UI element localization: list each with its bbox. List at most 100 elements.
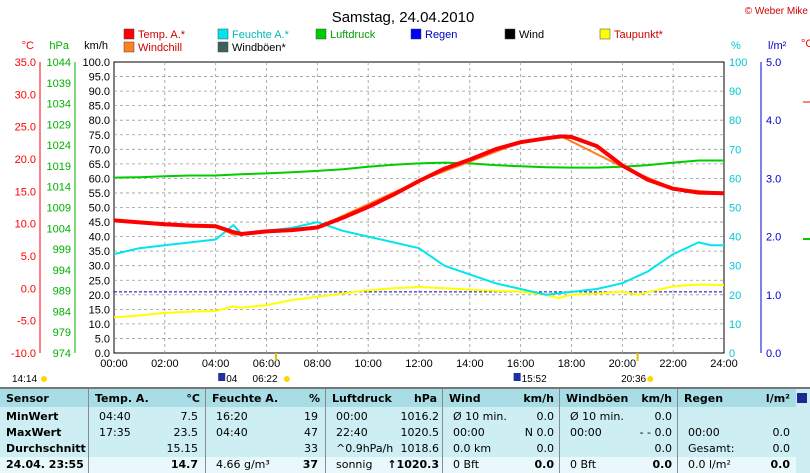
copyright-label: © Weber Mike [745,6,809,17]
y-tick-label: 1029 [47,119,71,131]
y-tick-label: 1044 [47,57,71,69]
y-tick-label: 70 [729,144,741,156]
wind-unit: km/h [523,392,554,405]
wind-row-value: 0.0 [536,410,555,423]
y-tick-label: 15.0 [15,186,36,198]
sensor-header: Sensor [6,392,49,405]
y-tick-label: 45.0 [89,217,110,229]
chart-axes: 00:00 02:00 04:00 06:00 08:00 10:00 12:00 14:00… [11,38,810,370]
y-tick-label: 1004 [47,223,71,235]
legend-label: Luftdruck [330,29,376,41]
x-tick-label: 12:00 [405,358,433,370]
y-tick-label: 1.0 [766,290,781,302]
partial-sun-icon [797,393,807,403]
legend-swatch [504,28,516,40]
series-line [113,134,725,236]
y-tick-label: 999 [53,244,71,256]
temp-row-info: 04:40 [99,410,131,423]
regen-header: Regen [684,392,724,405]
y-tick-label: 20 [729,290,741,302]
row-label-avg: Durchschnitt [6,442,86,455]
boeen-row-info: Ø 10 min. [570,410,624,423]
x-tick-label: 24:00 [710,358,738,370]
legend-swatch [410,28,422,40]
y-tick-label: 40.0 [89,232,110,244]
druck-row-info: 22:40 [336,426,368,439]
boeen-row-value: 0.0 [654,442,673,455]
y-tick-label: 979 [53,327,71,339]
feuchte-row-value: 33 [304,442,318,455]
y-tick-label: 10.0 [15,219,36,231]
y-tick-label: 100.0 [82,57,110,69]
feuchte-unit: % [308,392,320,405]
sunset-label: 20:36 [621,374,646,385]
y-tick-label: 1039 [47,78,71,90]
x-tick-label: 02:00 [151,358,179,370]
x-tick-label: 04:00 [202,358,230,370]
feuchte-row-value: 37 [302,458,318,471]
feuchte-header: Feuchte A. [212,392,279,405]
y-tick-label: 974 [53,348,71,360]
temp-row-value: 7.5 [180,410,199,423]
y-tick-label: 65.0 [89,159,110,171]
x-tick-label: 18:00 [558,358,586,370]
right-partial-unit: °C [801,38,810,50]
druck-row-value: 1020.5 [400,426,440,439]
legend-label: Feuchte A.* [232,29,290,41]
y-tick-label: 60 [729,173,741,185]
druck-row-info: 00:00 [336,410,368,423]
legend-label: Temp. A.* [138,29,186,41]
x-tick-label: 08:00 [304,358,332,370]
regen-row-info: 0.0 l/m² [688,458,731,471]
temp-row-value: 23.5 [173,426,199,439]
sensor-column: Sensor MinWert MaxWert Durchschnitt 24.0… [0,389,88,473]
y-tick-label: 20.0 [15,154,36,166]
temp-header: Temp. A. [95,392,149,405]
legend-label: Taupunkt* [614,29,664,41]
y-tick-label: 60.0 [89,173,110,185]
feuchte-row-info: 16:20 [216,410,248,423]
axis-unit-label: l/m² [768,40,787,52]
feuchte-row-info: 04:40 [216,426,248,439]
y-tick-label: 90 [729,86,741,98]
axis-unit-label: hPa [49,40,69,52]
y-tick-label: 25.0 [15,122,36,134]
y-tick-label: 25.0 [89,275,110,287]
y-tick-label: 0.0 [21,283,36,295]
plot-area [113,61,725,354]
sunrise-icon [283,376,290,382]
wind-row-info: Ø 10 min. [453,410,507,423]
y-tick-label: 55.0 [89,188,110,200]
druck-header: Luftdruck [332,392,392,405]
y-tick-label: 1009 [47,203,71,215]
feuchte-column: Feuchte A.% 16:20 19 04:40 47 33 4.66 g/m³ 37 [205,389,326,473]
series-line [113,221,724,296]
y-tick-label: 0.0 [95,348,110,360]
y-tick-label: 5.0 [766,57,781,69]
weather-chart: Samstag, 24.04.2010 © Weber Mike Temp. A… [11,6,810,385]
x-tick-label: 06:00 [253,358,281,370]
y-tick-label: 35.0 [89,246,110,258]
row-label-current: 24.04. 23:55 [6,458,84,471]
y-tick-label: 0.0 [766,348,781,360]
temp-unit: °C [186,392,200,405]
regen-column: Regen l/m² 00:00 0.0 Gesamt: 0.0 0.0 l/m² 0.0 [677,389,796,473]
y-tick-label: -5.0 [17,316,36,328]
wind-row-value: 0.0 [534,458,555,471]
y-tick-label: 85.0 [89,101,110,113]
druck-row-value: ↑1020.3 [387,458,439,471]
druck-row-value: 1018.6 [400,442,440,455]
y-tick-label: 10.0 [89,319,110,331]
y-tick-label: 1019 [47,161,71,173]
regen-row-info: Gesamt: [688,442,735,455]
y-tick-label: 80.0 [89,115,110,127]
wind-row-info: 0.0 km [453,442,492,455]
druck-unit: hPa [413,392,437,405]
y-tick-label: 1014 [47,182,71,194]
druck-row-value: 1016.2 [400,410,440,423]
feuchte-row-value: 47 [304,426,318,439]
y-tick-label: 5.0 [21,251,36,263]
chart-title: Samstag, 24.04.2010 [332,9,475,26]
y-tick-label: 994 [53,265,71,277]
wind-row-info: 0 Bft [453,458,480,471]
